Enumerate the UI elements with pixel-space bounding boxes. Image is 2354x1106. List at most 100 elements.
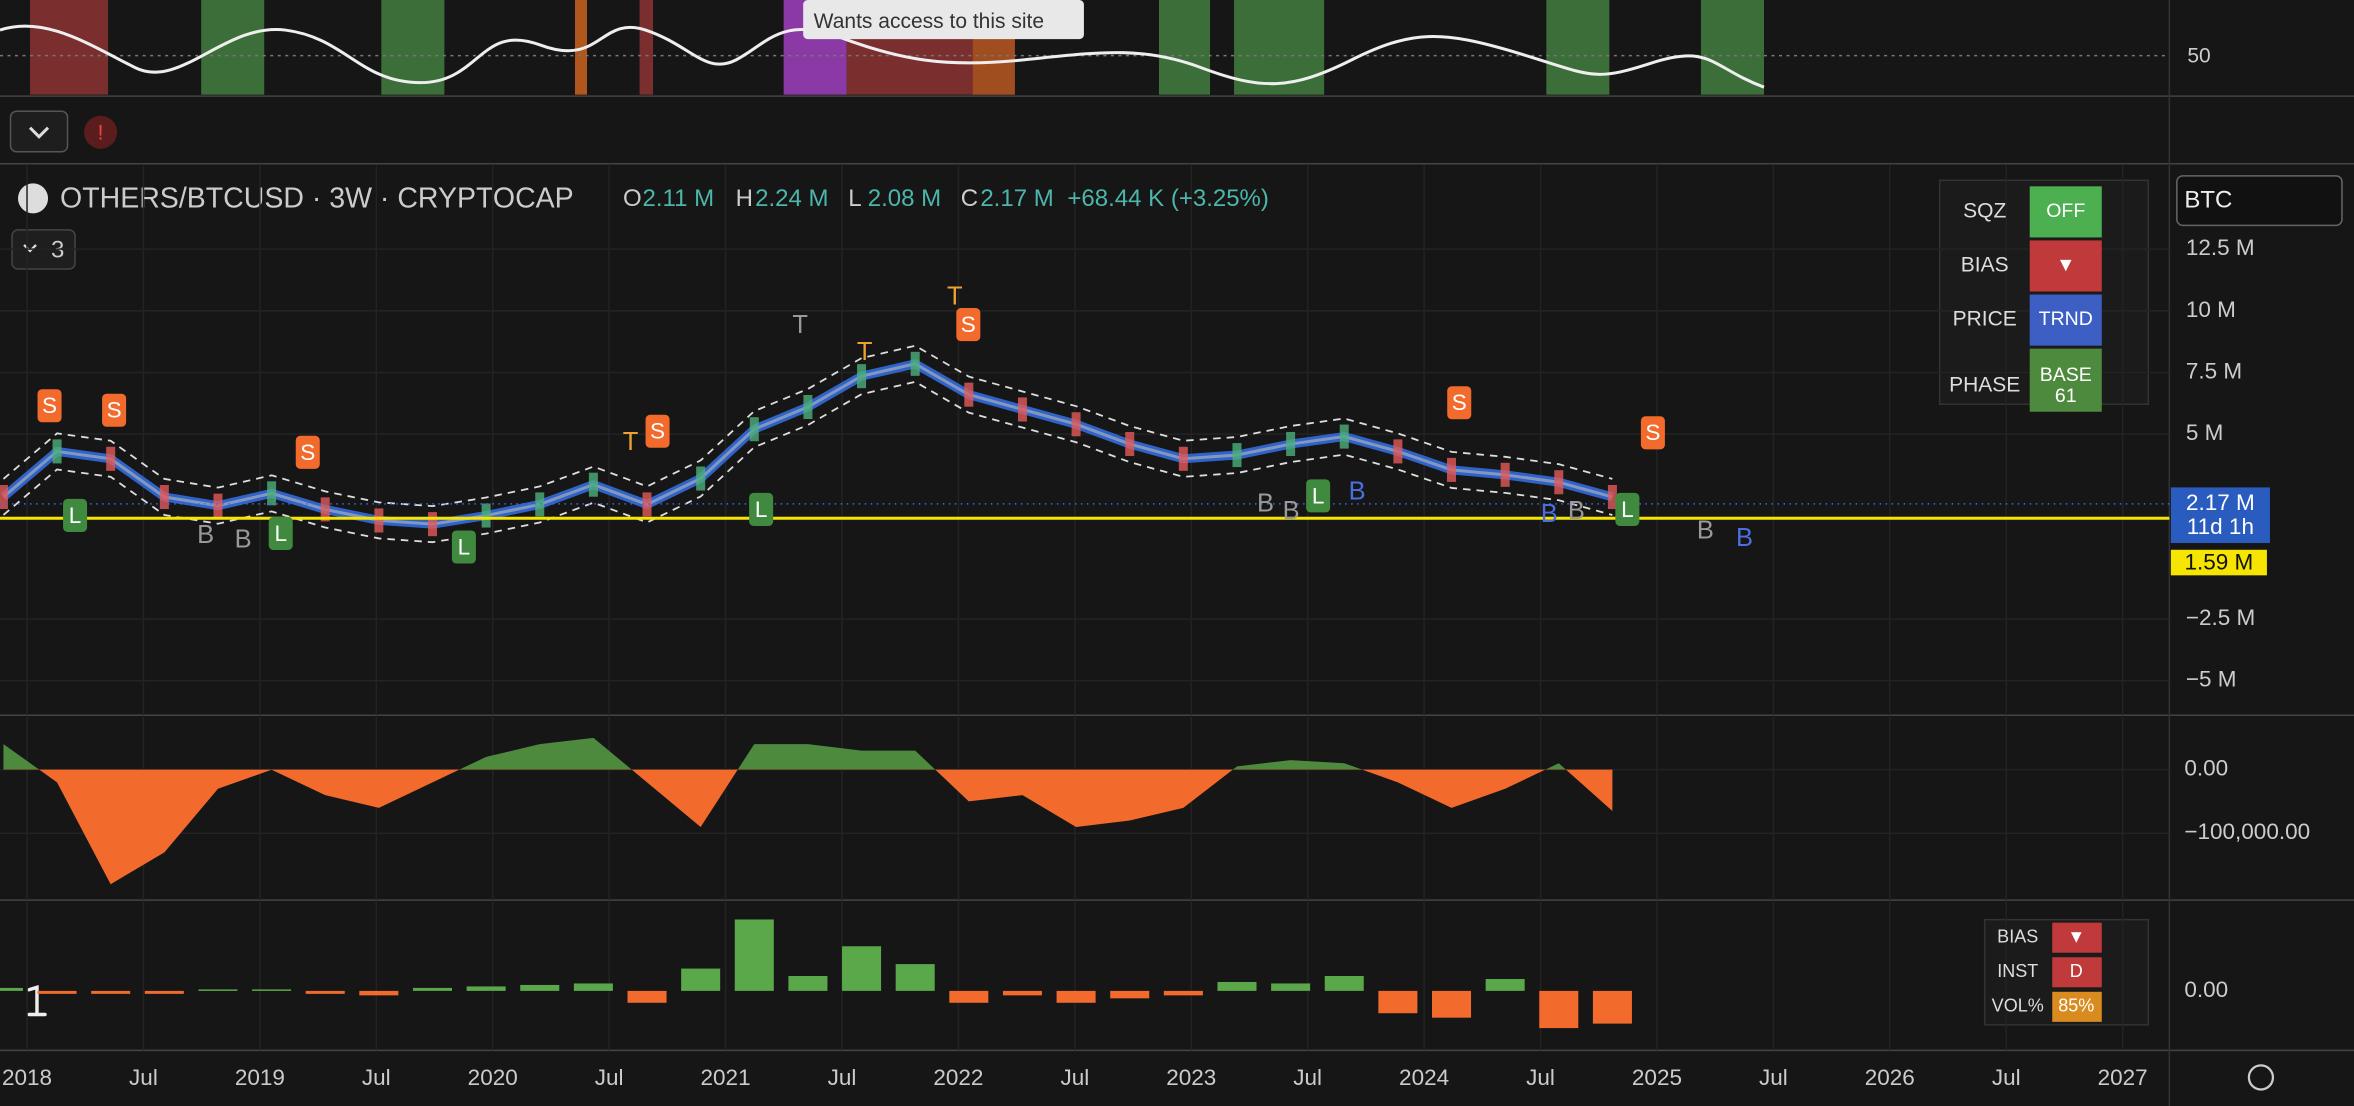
table-value: 85% [2058, 996, 2094, 1016]
table-key: VOL% [1992, 996, 2044, 1016]
y-tick-label: 0.00 [2184, 977, 2228, 1002]
signal-label: S [650, 419, 665, 444]
signal-badge [1306, 479, 1331, 513]
candle [427, 512, 437, 537]
table-value: D [2070, 961, 2083, 981]
countdown-label: 11d 1h [2187, 514, 2254, 539]
signal-label: B [1349, 478, 1366, 506]
time-label: 2018 [2, 1065, 52, 1090]
time-label: 2023 [1166, 1065, 1216, 1090]
tooltip [803, 0, 1084, 40]
signal-label: S [107, 398, 122, 423]
signal-badge [102, 393, 127, 427]
top-panel: Wants access to this site 50 [0, 0, 2211, 95]
envelope-upper [2, 344, 1613, 508]
ohlc-key: O [623, 185, 642, 212]
ohlc-value: 2.11 M [643, 185, 715, 212]
candle [1286, 431, 1296, 457]
search-text: BTC [2184, 187, 2232, 214]
signal-badge [749, 492, 774, 526]
table-cell [2052, 957, 2102, 988]
signal-badge [295, 435, 320, 469]
table-value: TRND [2039, 308, 2093, 330]
candle [0, 485, 8, 510]
panel-label: 50 [2187, 45, 2210, 68]
table-value: ▼ [2056, 254, 2075, 276]
time-label: Jul [595, 1065, 624, 1090]
histogram-bar [734, 919, 774, 991]
ohlc-key: L [848, 185, 861, 212]
signal-label: L [274, 521, 287, 546]
ohlc-value: 2.08 M [868, 185, 941, 212]
level-tag [2170, 549, 2267, 576]
signal-badge [1615, 492, 1640, 526]
time-label: 2025 [1632, 1065, 1682, 1090]
signal-label: B [1283, 497, 1300, 525]
oscillator-line [0, 24, 1765, 89]
tooltip-text: Wants access to this site [814, 10, 1044, 33]
histogram-bar [412, 987, 453, 991]
table-cell [2029, 348, 2102, 412]
candle [159, 485, 169, 510]
candle [803, 394, 813, 420]
settings-icon[interactable] [2247, 1064, 2275, 1091]
y-tick-label: 10 M [2186, 297, 2236, 322]
signal-badge [268, 516, 293, 550]
chevron-icon [28, 126, 50, 139]
signal-label: B [1541, 500, 1558, 528]
signal-label: S [1645, 420, 1660, 445]
time-label: Jul [1293, 1065, 1322, 1090]
candle [642, 492, 652, 517]
y-tick-label: 5 M [2186, 420, 2224, 445]
histogram-bar [1378, 990, 1418, 1014]
candle [1607, 485, 1617, 510]
symbol: OTHERS/BTCUSD · 3W · CRYPTOCAP [60, 182, 574, 214]
band [1546, 0, 1610, 95]
candle [374, 508, 384, 533]
table-value: OFF [2046, 200, 2085, 222]
y-tick-label: −2.5 M [2186, 605, 2255, 630]
y-tick-label: 0.00 [2184, 756, 2228, 781]
histogram-bar [144, 990, 184, 994]
candle [535, 492, 545, 517]
signal-label: B [1697, 517, 1714, 545]
candle [1178, 446, 1188, 471]
search-box[interactable] [2176, 175, 2343, 227]
candle [267, 481, 277, 506]
candle [588, 472, 598, 497]
signal-label: B [235, 526, 252, 554]
candle [1554, 470, 1564, 495]
candle [1393, 439, 1403, 464]
signal-label: B [197, 521, 214, 549]
candle [696, 466, 706, 491]
table-cell [2029, 186, 2102, 238]
histogram-bar [520, 984, 560, 991]
signal-label: S [1452, 390, 1467, 415]
collapse-button[interactable] [9, 110, 69, 153]
histogram-bar [1163, 990, 1203, 996]
histogram-bar [91, 990, 131, 994]
symbol-logo [18, 183, 49, 214]
ohlc-key: C [961, 185, 978, 212]
envelope-lower [2, 380, 1613, 544]
table-cell [2052, 991, 2102, 1022]
candle [749, 417, 759, 442]
table-cell [2052, 922, 2102, 953]
signal-label: B [1568, 497, 1585, 525]
alert-icon[interactable] [84, 115, 118, 149]
candle [964, 382, 974, 407]
signal-label: L [1312, 483, 1325, 508]
candle [857, 364, 867, 389]
time-label: Jul [828, 1065, 857, 1090]
table-key: INST [1997, 961, 2038, 981]
table-key: BIAS [1961, 254, 2009, 277]
time-label: 2027 [2098, 1065, 2148, 1090]
candle [481, 503, 491, 528]
signal-label: T [857, 338, 873, 366]
histogram-bar [788, 976, 828, 991]
candle [320, 497, 330, 522]
histogram-bar [1056, 990, 1096, 1003]
time-label: Jul [129, 1065, 158, 1090]
histogram-bar [1432, 990, 1472, 1018]
